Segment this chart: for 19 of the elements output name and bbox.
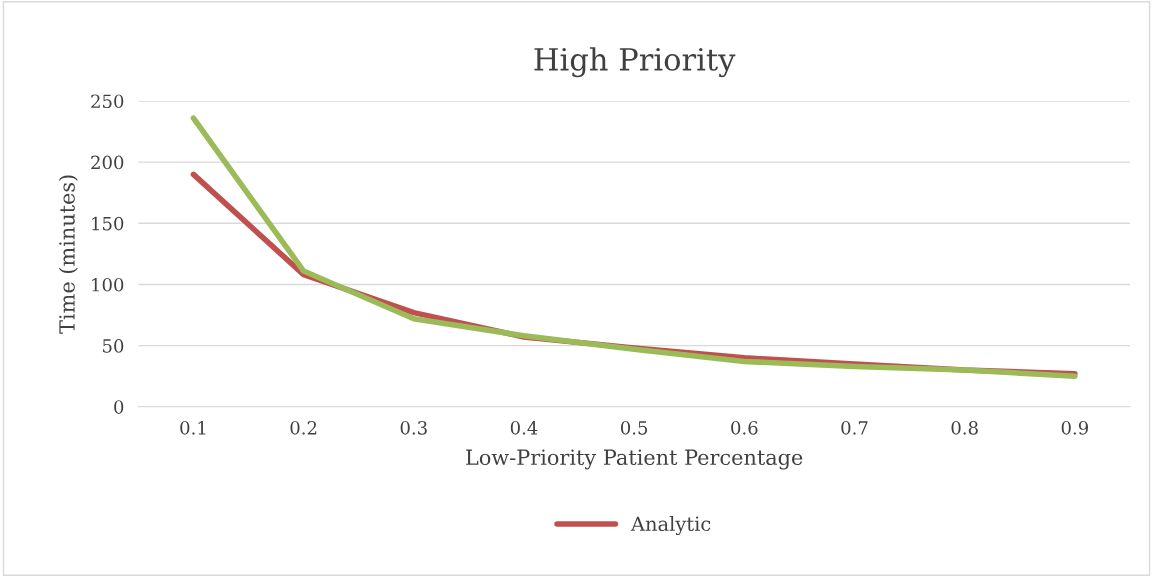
y-tick-label: 150 bbox=[92, 216, 124, 231]
y-tick-label: 250 bbox=[91, 94, 124, 109]
y-tick-label: 0 bbox=[114, 400, 124, 414]
x-tick-label: 0.7 bbox=[841, 420, 868, 435]
chart-title: High Priority bbox=[534, 47, 736, 78]
x-tick-label: 0.9 bbox=[1061, 420, 1088, 435]
x-axis-title: Low-Priority Patient Percentage bbox=[466, 449, 803, 470]
legend-label: Analytic bbox=[630, 516, 711, 536]
y-tick-label: 100 bbox=[92, 277, 124, 292]
x-tick-label: 0.2 bbox=[290, 420, 317, 435]
x-tick-label: 0.4 bbox=[510, 420, 538, 435]
y-axis-title: Time (minutes) bbox=[58, 175, 78, 334]
x-tick-label: 0.3 bbox=[400, 420, 427, 435]
y-tick-label: 50 bbox=[103, 339, 124, 353]
x-tick-label: 0.5 bbox=[620, 420, 648, 435]
y-tick-label: 200 bbox=[91, 155, 124, 170]
x-tick-label: 0.1 bbox=[180, 420, 206, 435]
x-tick-label: 0.6 bbox=[731, 420, 758, 435]
x-tick-label: 0.8 bbox=[951, 420, 978, 435]
